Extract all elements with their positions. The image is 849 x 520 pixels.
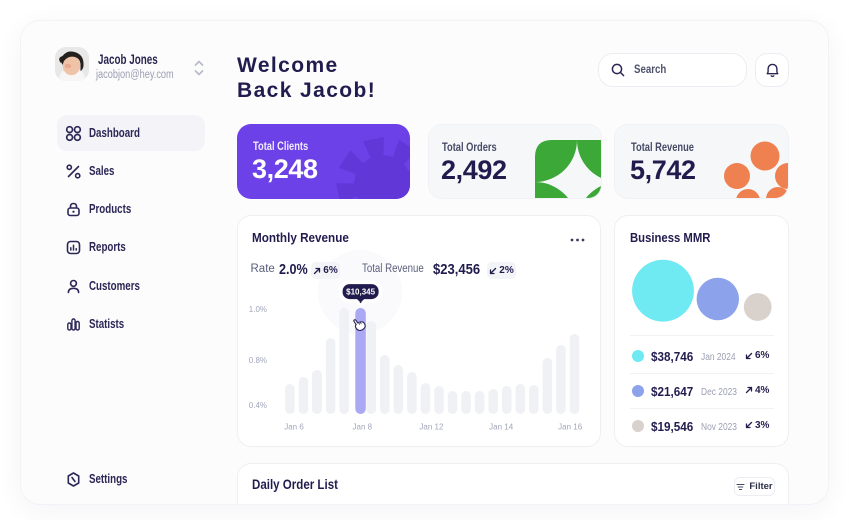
svg-text:Jan 14: Jan 14 (489, 423, 514, 432)
svg-text:Jan 12: Jan 12 (419, 423, 444, 432)
svg-text:0.8%: 0.8% (249, 356, 267, 365)
svg-text:1.0%: 1.0% (249, 305, 267, 314)
svg-text:0.4%: 0.4% (249, 401, 267, 410)
svg-text:Jan 16: Jan 16 (558, 423, 583, 432)
svg-text:Jan 8: Jan 8 (353, 423, 373, 432)
svg-text:Jan 6: Jan 6 (284, 423, 304, 432)
svg-text:$10,345: $10,345 (346, 288, 375, 297)
